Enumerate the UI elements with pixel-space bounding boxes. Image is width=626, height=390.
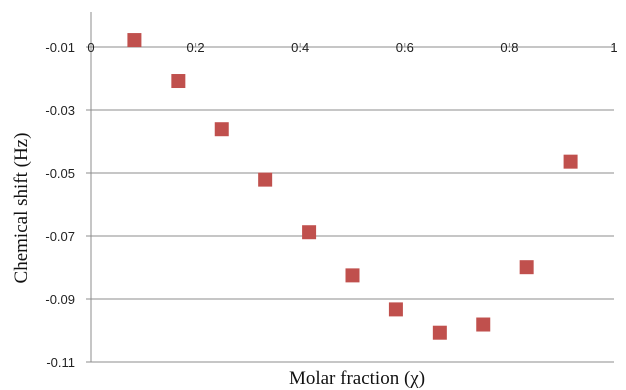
x-tick-label: 0.4 xyxy=(291,40,309,55)
y-tick-label: -0.07 xyxy=(45,229,75,244)
axes xyxy=(86,12,615,363)
y-tick-label: -0.09 xyxy=(45,292,75,307)
x-tick-label: 0 xyxy=(87,40,94,55)
x-axis-title: Molar fraction (χ) xyxy=(289,368,425,389)
data-point xyxy=(127,33,142,48)
data-point xyxy=(214,122,229,137)
y-tick-label: -0.03 xyxy=(45,103,75,118)
x-tick-label: 1 xyxy=(610,40,617,55)
data-point xyxy=(519,260,534,275)
data-point xyxy=(388,302,403,317)
data-point xyxy=(258,172,273,187)
data-point xyxy=(432,325,447,340)
data-point xyxy=(302,225,317,240)
x-tick-label: 0.2 xyxy=(187,40,205,55)
x-tick-label: 0.8 xyxy=(500,40,518,55)
data-point xyxy=(476,317,491,332)
data-point xyxy=(171,74,186,89)
data-point xyxy=(563,154,578,169)
y-tick-label: -0.05 xyxy=(45,166,75,181)
tick-labels: -0.01 -0.03 -0.05 -0.07 -0.09 -0.11 0 0.2 0.4 0.6… xyxy=(45,40,617,370)
y-tick-label: -0.11 xyxy=(46,355,75,370)
y-tick-label: -0.01 xyxy=(45,40,75,55)
data-points xyxy=(127,33,578,340)
data-point xyxy=(345,268,360,283)
y-axis-title: Chemical shift (Hz) xyxy=(11,133,32,284)
gridlines xyxy=(91,109,614,363)
x-tick-label: 0.6 xyxy=(396,40,414,55)
